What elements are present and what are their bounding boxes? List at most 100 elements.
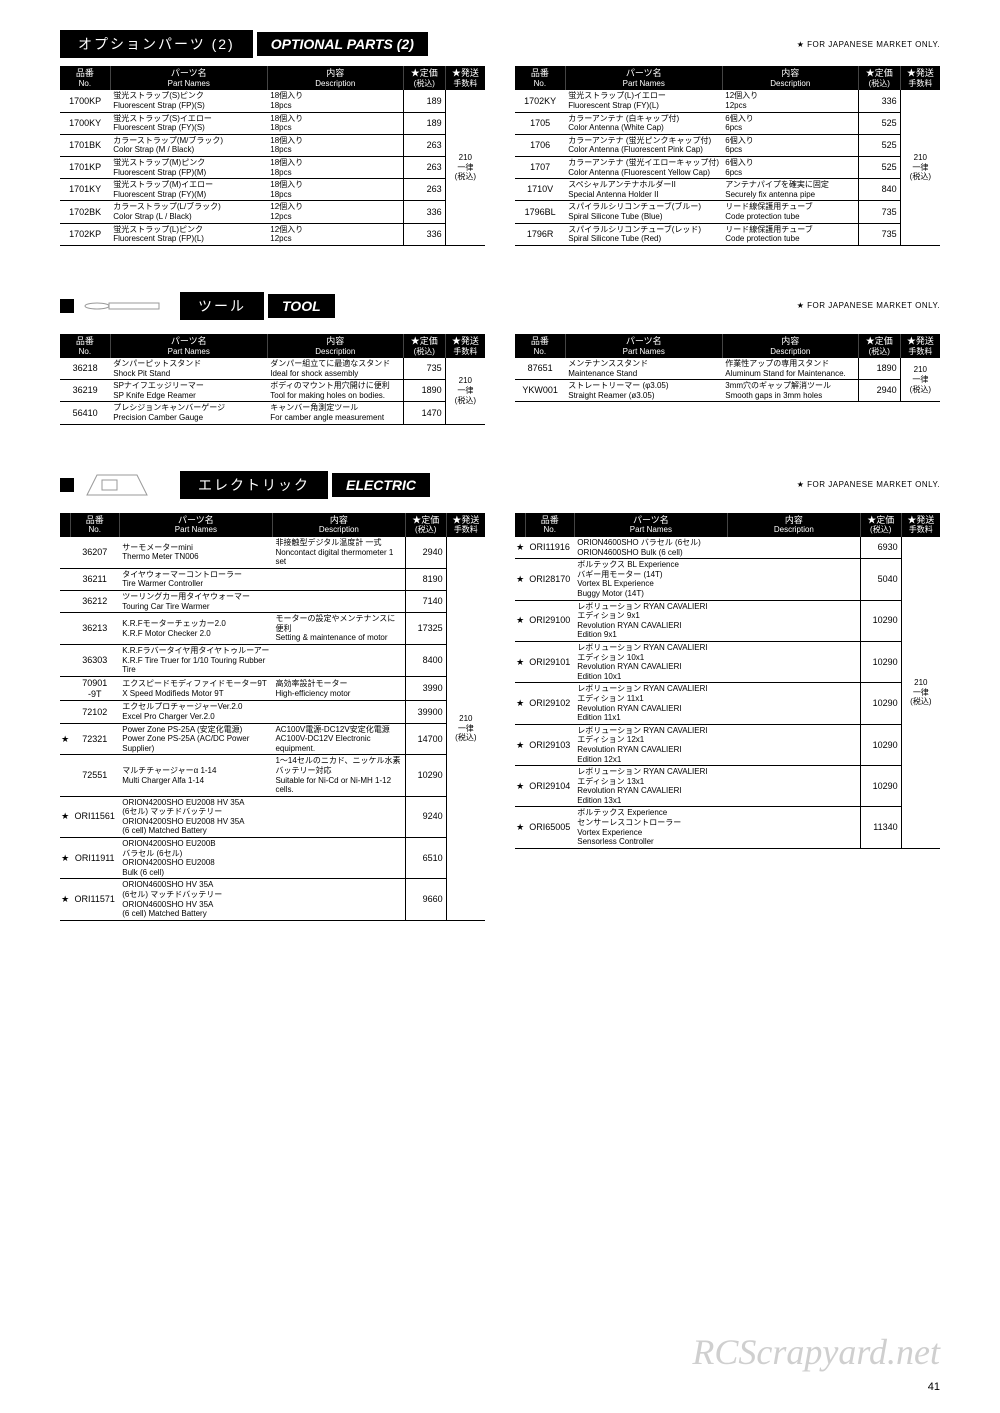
part-price: 2940 [405, 537, 446, 568]
star-mark [60, 591, 70, 613]
part-name: K.R.Fモーターチェッカー2.0K.R.F Motor Checker 2.0 [119, 613, 272, 645]
section-optional: オプションパーツ (2) OPTIONAL PARTS (2) ★ FOR JA… [60, 30, 940, 246]
parts-table: 品番No. パーツ名Part Names 内容Description ★定価(税… [515, 66, 940, 246]
part-name: 蛍光ストラップ(M)イエローFluorescent Strap (FY)(M) [110, 179, 267, 201]
table-row: 36212 ツーリングカー用タイヤウォーマーTouring Car Tire W… [60, 591, 485, 613]
part-name: メンテナンススタンドMaintenance Stand [565, 358, 722, 380]
table-row: ★ ORI11916 ORION4600SHO バラセル (6セル)ORION4… [515, 537, 940, 559]
section-tool: ツール TOOL ★ FOR JAPANESE MARKET ONLY. 品番N… [60, 286, 940, 425]
part-price: 263 [403, 134, 445, 156]
part-price: 735 [403, 358, 445, 380]
electric-right-col: 品番No. パーツ名Part Names 内容Description ★定価(税… [515, 513, 940, 921]
part-price: 9660 [405, 879, 446, 920]
part-price: 10290 [860, 600, 901, 641]
part-name: サーモメーターminiThermo Meter TN006 [119, 537, 272, 568]
part-no: 1707 [515, 156, 565, 178]
part-no: ORI29101 [525, 641, 574, 682]
part-name: 蛍光ストラップ(L)ピンクFluorescent Strap (FP)(L) [110, 223, 267, 245]
part-name: ORION4200SHO EU2008 HV 35A(6セル) マッチドバッテリ… [119, 796, 272, 837]
part-price: 6510 [405, 838, 446, 879]
part-price: 39900 [405, 701, 446, 723]
part-price: 6930 [860, 537, 901, 559]
market-note: ★ FOR JAPANESE MARKET ONLY. [797, 480, 940, 489]
table-row: 1700KY 蛍光ストラップ(S)イエローFluorescent Strap (… [60, 112, 485, 134]
part-price: 11340 [860, 807, 901, 848]
ship-fee: 210一律(税込) [900, 90, 940, 245]
part-no: 1701KP [60, 156, 110, 178]
part-desc [727, 600, 860, 641]
table-row: 1707 カラーアンテナ (蛍光イエローキャップ付)Color Antenna … [515, 156, 940, 178]
tool-icon [60, 286, 180, 326]
part-name: レボリューション RYAN CAVALIERIエディション 9x1Revolut… [574, 600, 727, 641]
part-name: カラーストラップ(M/ブラック)Color Strap (M / Black) [110, 134, 267, 156]
part-desc: 高効率設計モーターHigh-efficiency motor [272, 676, 405, 701]
part-name: タイヤウォーマーコントローラーTire Warmer Controller [119, 568, 272, 590]
part-desc: AC100V電源-DC12V安定化電源AC100V-DC12V Electron… [272, 723, 405, 755]
ship-fee: 210一律(税込) [445, 90, 485, 245]
part-desc: 12個入り12pcs [722, 90, 858, 112]
part-no: ORI11916 [525, 537, 574, 559]
part-no: 72551 [70, 755, 119, 796]
part-price: 14700 [405, 723, 446, 755]
table-row: ★ ORI29102 レボリューション RYAN CAVALIERIエディション… [515, 683, 940, 724]
table-row: 1702KP 蛍光ストラップ(L)ピンクFluorescent Strap (F… [60, 223, 485, 245]
parts-table: 品番No. パーツ名Part Names 内容Description ★定価(税… [60, 334, 485, 425]
part-name: プレシジョンキャンバーゲージPrecision Camber Gauge [110, 402, 267, 424]
table-row: 1701BK カラーストラップ(M/ブラック)Color Strap (M / … [60, 134, 485, 156]
part-price: 263 [403, 179, 445, 201]
part-no: ORI29100 [525, 600, 574, 641]
part-desc: 作業性アップの専用スタンドAluminum Stand for Maintena… [722, 358, 858, 380]
part-no: ORI65005 [525, 807, 574, 848]
part-desc: ダンパー組立てに最適なスタンドIdeal for shock assembly [267, 358, 403, 380]
part-desc: リード線保護用チューブCode protection tube [722, 201, 858, 223]
part-price: 735 [858, 201, 900, 223]
part-price: 9240 [405, 796, 446, 837]
part-name: スペシャルアンテナホルダーIISpecial Antenna Holder II [565, 179, 722, 201]
table-row: ★ ORI29101 レボリューション RYAN CAVALIERIエディション… [515, 641, 940, 682]
part-no: ORI11911 [70, 838, 119, 879]
section-electric: エレクトリック ELECTRIC ★ FOR JAPANESE MARKET O… [60, 465, 940, 921]
part-desc: 6個入り6pcs [722, 156, 858, 178]
part-no: 36212 [70, 591, 119, 613]
part-price: 5040 [860, 559, 901, 600]
title-en-electric: ELECTRIC [332, 473, 430, 497]
table-row: 36213 K.R.Fモーターチェッカー2.0K.R.F Motor Check… [60, 613, 485, 645]
optional-right-col: 品番No. パーツ名Part Names 内容Description ★定価(税… [515, 66, 940, 246]
star-mark: ★ [60, 879, 70, 920]
part-desc [272, 796, 405, 837]
star-mark [60, 701, 70, 723]
part-price: 2940 [858, 380, 900, 402]
part-name: エクスピードモディファイドモーター9TX Speed Modifieds Mot… [119, 676, 272, 701]
part-price: 3990 [405, 676, 446, 701]
table-row: 1702BK カラーストラップ(L/ブラック)Color Strap (L / … [60, 201, 485, 223]
part-name: 蛍光ストラップ(M)ピンクFluorescent Strap (FP)(M) [110, 156, 267, 178]
part-no: 36213 [70, 613, 119, 645]
part-desc: 18個入り18pcs [267, 112, 403, 134]
part-no: 1702KP [60, 223, 110, 245]
ship-fee: 210一律(税込) [445, 358, 485, 424]
part-desc [272, 591, 405, 613]
part-desc [727, 537, 860, 559]
part-desc [727, 683, 860, 724]
part-no: 56410 [60, 402, 110, 424]
part-desc: 1〜14セルのニカド、ニッケル水素バッテリー対応Suitable for Ni-… [272, 755, 405, 796]
part-desc [727, 724, 860, 765]
star-mark [60, 613, 70, 645]
star-mark: ★ [60, 838, 70, 879]
part-desc: 18個入り18pcs [267, 134, 403, 156]
ship-fee: 210一律(税込) [446, 537, 485, 920]
table-row: 72102 エクセルプロチャージャーVer.2.0Excel Pro Charg… [60, 701, 485, 723]
part-no: 36219 [60, 380, 110, 402]
ship-fee: 210一律(税込) [900, 358, 940, 402]
part-no: 72102 [70, 701, 119, 723]
part-desc: 3mm穴のギャップ解消ツールSmooth gaps in 3mm holes [722, 380, 858, 402]
market-note: ★ FOR JAPANESE MARKET ONLY. [797, 301, 940, 310]
part-name: ORION4200SHO EU200Bバラセル (6セル)ORION4200SH… [119, 838, 272, 879]
ship-fee: 210一律(税込) [901, 537, 940, 848]
star-mark [60, 568, 70, 590]
part-name: K.R.Fラバータイヤ用タイヤトゥルーアーK.R.F Tire Truer fo… [119, 644, 272, 676]
table-row: 1701KP 蛍光ストラップ(M)ピンクFluorescent Strap (F… [60, 156, 485, 178]
part-no: 1796BL [515, 201, 565, 223]
title-jp-tool: ツール [180, 292, 264, 320]
star-mark: ★ [60, 723, 70, 755]
